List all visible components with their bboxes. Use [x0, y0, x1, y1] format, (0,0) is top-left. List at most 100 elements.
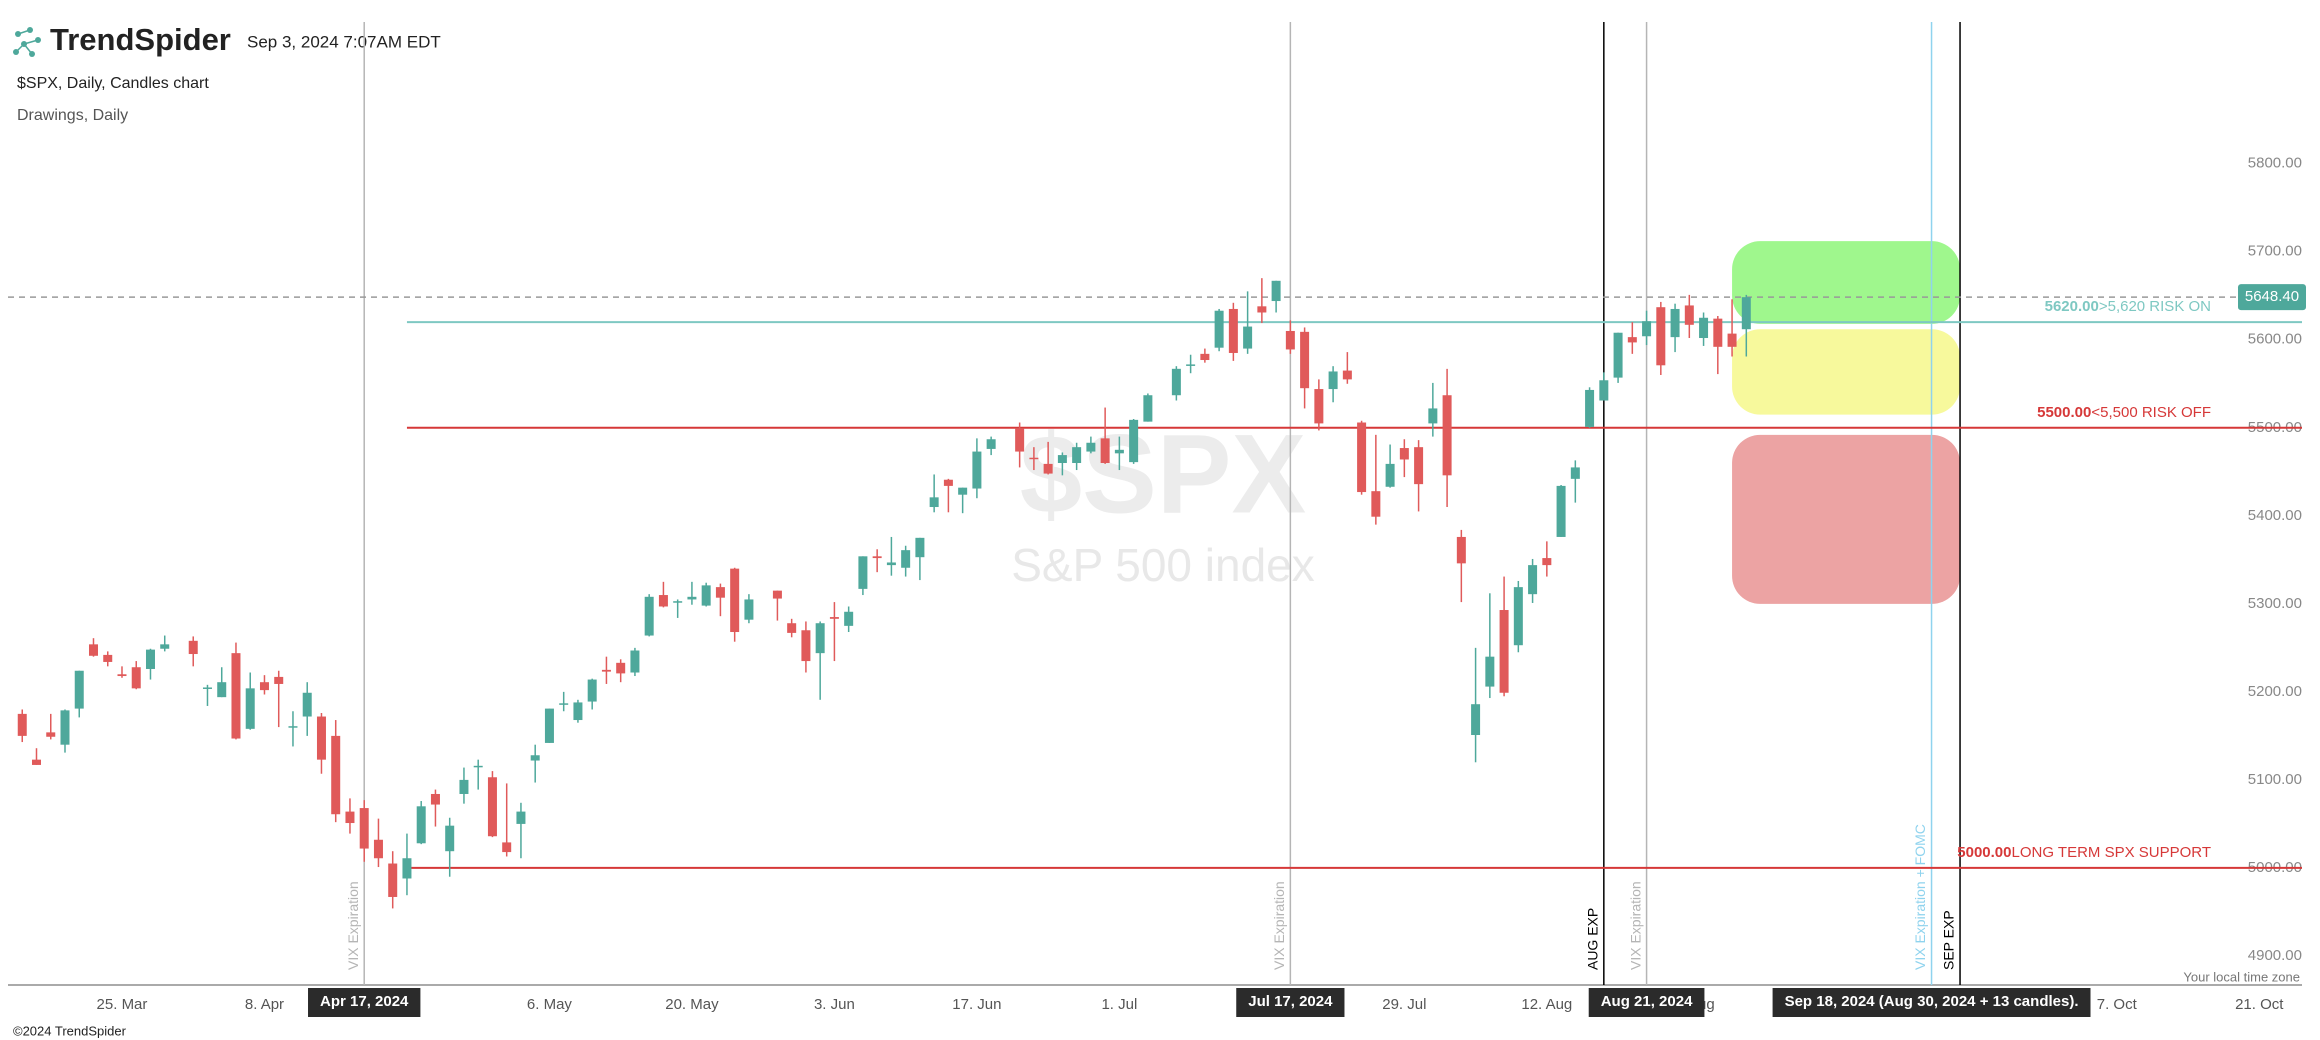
- candle-body: [1456, 536, 1466, 564]
- candle-body: [1699, 317, 1709, 339]
- level-label: 5500.00<5,500 RISK OFF: [2037, 404, 2211, 421]
- candle-body: [259, 682, 269, 691]
- vertical-label: VIX Expiration: [345, 881, 361, 970]
- candle-body: [302, 692, 312, 717]
- level-text: LONG TERM SPX SUPPORT: [2012, 844, 2212, 861]
- candle-body: [402, 858, 412, 879]
- x-tick-label: 7. Oct: [2097, 996, 2138, 1013]
- candle-body: [872, 556, 882, 559]
- drawings-label: Drawings, Daily: [17, 107, 128, 124]
- candle-body: [316, 716, 326, 760]
- level-label: 5000.00LONG TERM SPX SUPPORT: [1957, 844, 2211, 861]
- candle-body: [131, 667, 141, 689]
- candle-body: [88, 644, 98, 656]
- candle-body: [160, 644, 170, 649]
- candle-body: [1243, 326, 1253, 349]
- candle-body: [901, 550, 911, 568]
- candle-body: [1029, 457, 1039, 460]
- candle-body: [1057, 455, 1067, 464]
- chart-label: $SPX, Daily, Candles chart: [17, 75, 209, 92]
- level-value: 5500.00: [2037, 404, 2091, 421]
- candle-body: [1542, 558, 1552, 566]
- zone: [1732, 434, 1961, 604]
- candle-body: [1414, 447, 1424, 485]
- candle-body: [1513, 587, 1523, 646]
- candle-body: [730, 568, 740, 633]
- candle-body: [787, 623, 797, 633]
- candle-body: [1314, 389, 1324, 424]
- candle-body: [559, 703, 569, 705]
- candle-body: [1228, 308, 1238, 353]
- timestamp: Sep 3, 2024 7:07AM EDT: [247, 32, 441, 51]
- candle-body: [1656, 307, 1666, 366]
- candle-body: [17, 713, 27, 736]
- candle-body: [544, 708, 554, 743]
- y-tick-label: 5800.00: [2248, 155, 2302, 172]
- candle-body: [487, 777, 497, 837]
- candle-body: [573, 702, 583, 721]
- x-tick-label: 29. Jul: [1382, 996, 1426, 1013]
- date-label: Jul 17, 2024: [1248, 993, 1333, 1010]
- candle-body: [1015, 428, 1025, 452]
- y-tick-label: 5200.00: [2248, 683, 2302, 700]
- candle-body: [844, 611, 854, 626]
- candle-body: [288, 726, 298, 728]
- level-value: 5620.00: [2045, 298, 2099, 315]
- candle-body: [60, 710, 70, 745]
- candle-body: [929, 497, 939, 508]
- candle-body: [744, 599, 754, 620]
- candle-body: [958, 487, 968, 495]
- candle-body: [1100, 438, 1110, 464]
- candle-body: [1285, 330, 1295, 350]
- candle-body: [1528, 565, 1538, 595]
- candle-body: [516, 811, 526, 824]
- last-price-box: [2238, 284, 2306, 311]
- vertical-label: VIX Expiration + FOMC: [1912, 824, 1928, 970]
- candle-body: [986, 439, 996, 449]
- candle-body: [231, 653, 241, 739]
- candle-body: [1129, 419, 1139, 463]
- last-price-label: 5648.40: [2245, 288, 2299, 305]
- candle-body: [46, 732, 56, 737]
- candle-body: [331, 735, 341, 815]
- brand: TrendSpider: [50, 22, 231, 57]
- candle-body: [459, 779, 469, 794]
- candle-body: [359, 808, 369, 849]
- candle-body: [1428, 408, 1438, 424]
- candle-body: [630, 650, 640, 673]
- x-tick-label: 8. Apr: [245, 996, 284, 1013]
- candle-body: [658, 595, 668, 607]
- candle-body: [1599, 380, 1609, 401]
- candle-body: [1684, 305, 1694, 325]
- logo-icon: [13, 27, 41, 57]
- y-tick-label: 5700.00: [2248, 243, 2302, 260]
- x-tick-label: 1. Jul: [1101, 996, 1137, 1013]
- candle-body: [1186, 364, 1196, 366]
- candle-body: [1214, 310, 1224, 348]
- candle-body: [1043, 463, 1053, 474]
- candle-body: [473, 765, 483, 768]
- candle-body: [972, 451, 982, 489]
- x-tick-label: 25. Mar: [97, 996, 148, 1013]
- candle-body: [815, 623, 825, 654]
- candle-body: [616, 662, 626, 674]
- x-tick-label: 20. May: [665, 996, 719, 1013]
- watermark-subtitle: S&P 500 index: [1011, 539, 1315, 591]
- candle-body: [388, 863, 398, 897]
- candle-body: [1271, 280, 1281, 302]
- candle-body: [1442, 395, 1452, 476]
- x-tick-label: 12. Aug: [1521, 996, 1572, 1013]
- date-box: [1772, 988, 2091, 1017]
- candle-body: [202, 687, 212, 689]
- date-label: Aug 21, 2024: [1601, 993, 1693, 1010]
- y-tick-label: 5600.00: [2248, 331, 2302, 348]
- candle-body: [217, 682, 227, 698]
- watermark: $SPX: [1020, 412, 1306, 537]
- y-tick-label: 5400.00: [2248, 507, 2302, 524]
- candle-body: [245, 688, 255, 729]
- candle-body: [1072, 447, 1082, 464]
- vertical-label: VIX Expiration: [1627, 881, 1643, 970]
- candle-body: [188, 640, 198, 655]
- candle-body: [416, 806, 426, 844]
